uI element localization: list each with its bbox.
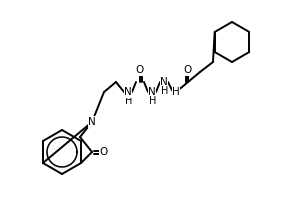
Text: O: O [100, 147, 108, 157]
Text: N: N [88, 117, 96, 127]
Text: O: O [136, 65, 144, 75]
Text: H: H [125, 96, 133, 106]
Text: H: H [149, 96, 157, 106]
Text: N: N [160, 77, 168, 87]
Text: H: H [172, 87, 180, 97]
Text: H: H [161, 86, 169, 96]
Text: N: N [148, 87, 156, 97]
Text: N: N [124, 87, 132, 97]
Text: O: O [184, 65, 192, 75]
